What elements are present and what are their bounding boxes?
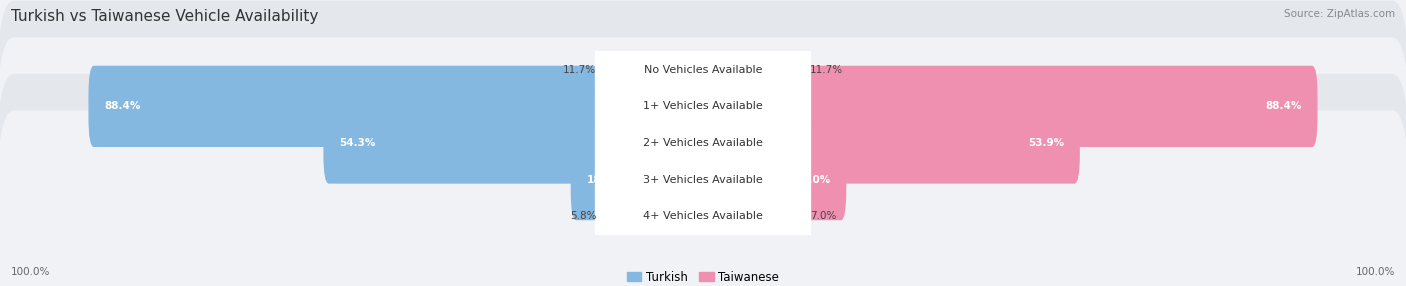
- Text: 4+ Vehicles Available: 4+ Vehicles Available: [643, 211, 763, 221]
- Text: 18.4%: 18.4%: [586, 175, 623, 184]
- Text: 88.4%: 88.4%: [104, 102, 141, 111]
- Text: No Vehicles Available: No Vehicles Available: [644, 65, 762, 75]
- Text: Turkish vs Taiwanese Vehicle Availability: Turkish vs Taiwanese Vehicle Availabilit…: [11, 9, 319, 23]
- Text: 3+ Vehicles Available: 3+ Vehicles Available: [643, 175, 763, 184]
- FancyBboxPatch shape: [0, 37, 1406, 249]
- Text: 100.0%: 100.0%: [1355, 267, 1395, 277]
- Text: 100.0%: 100.0%: [11, 267, 51, 277]
- Text: 1+ Vehicles Available: 1+ Vehicles Available: [643, 102, 763, 111]
- FancyBboxPatch shape: [571, 139, 609, 220]
- FancyBboxPatch shape: [797, 66, 1317, 147]
- Text: 11.7%: 11.7%: [562, 65, 596, 75]
- Text: 11.7%: 11.7%: [810, 65, 844, 75]
- FancyBboxPatch shape: [595, 87, 811, 199]
- Text: 5.8%: 5.8%: [569, 211, 596, 221]
- Text: Source: ZipAtlas.com: Source: ZipAtlas.com: [1284, 9, 1395, 19]
- FancyBboxPatch shape: [0, 74, 1406, 285]
- FancyBboxPatch shape: [797, 102, 1080, 184]
- FancyBboxPatch shape: [89, 66, 609, 147]
- FancyBboxPatch shape: [595, 51, 811, 162]
- Legend: Turkish, Taiwanese: Turkish, Taiwanese: [627, 271, 779, 283]
- FancyBboxPatch shape: [0, 0, 1406, 176]
- Text: 54.3%: 54.3%: [339, 138, 375, 148]
- FancyBboxPatch shape: [595, 160, 811, 272]
- Text: 7.0%: 7.0%: [810, 211, 837, 221]
- Text: 20.0%: 20.0%: [794, 175, 831, 184]
- Text: 88.4%: 88.4%: [1265, 102, 1302, 111]
- Text: 53.9%: 53.9%: [1028, 138, 1064, 148]
- FancyBboxPatch shape: [0, 1, 1406, 212]
- FancyBboxPatch shape: [595, 124, 811, 235]
- FancyBboxPatch shape: [595, 14, 811, 126]
- FancyBboxPatch shape: [797, 139, 846, 220]
- FancyBboxPatch shape: [323, 102, 609, 184]
- Text: 2+ Vehicles Available: 2+ Vehicles Available: [643, 138, 763, 148]
- FancyBboxPatch shape: [0, 110, 1406, 286]
